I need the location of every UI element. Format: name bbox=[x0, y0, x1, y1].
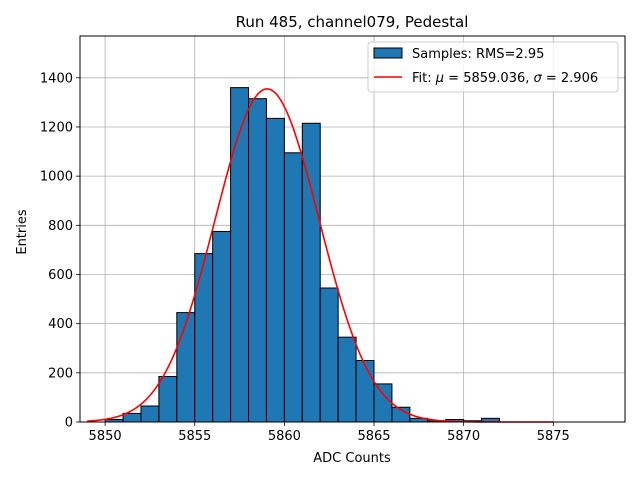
x-tick-label: 5855 bbox=[178, 429, 211, 444]
y-tick-label: 1000 bbox=[40, 170, 73, 185]
x-tick-label: 5850 bbox=[89, 429, 122, 444]
y-tick-label: 1200 bbox=[40, 120, 73, 135]
histogram-bar bbox=[140, 405, 160, 423]
fit-label-mu-symbol: μ bbox=[435, 71, 444, 86]
legend-swatch-samples bbox=[373, 47, 403, 59]
y-tick-label: 200 bbox=[48, 366, 73, 381]
fit-label-mu-value: = 5859.036, bbox=[444, 71, 533, 86]
x-tick-label: 5860 bbox=[268, 429, 301, 444]
legend-label-samples: Samples: RMS=2.95 bbox=[412, 47, 544, 62]
histogram-bar bbox=[265, 117, 285, 423]
x-axis-label: ADC Counts bbox=[313, 451, 391, 466]
plot-area-frame bbox=[79, 35, 626, 423]
histogram-bars bbox=[104, 87, 501, 423]
fit-label-prefix: Fit: bbox=[412, 71, 436, 86]
fit-label-sigma-symbol: σ bbox=[534, 71, 543, 86]
y-axis-ticks: 0 200 400 600 800 1000 1200 1400 bbox=[40, 71, 80, 431]
histogram-bar bbox=[373, 383, 393, 423]
y-tick-label: 400 bbox=[48, 317, 73, 332]
legend-label-fit: Fit: μ = 5859.036, σ = 2.906 bbox=[412, 71, 598, 86]
x-tick-label: 5870 bbox=[447, 429, 480, 444]
y-tick-label: 0 bbox=[65, 416, 73, 431]
x-axis-ticks: 5850 5855 5860 5865 5870 5875 bbox=[89, 422, 570, 444]
histogram-bar bbox=[319, 287, 339, 423]
y-tick-label: 800 bbox=[48, 219, 73, 234]
histogram-bar bbox=[230, 87, 250, 423]
histogram-bar bbox=[337, 336, 357, 423]
histogram-bar bbox=[158, 376, 178, 423]
histogram-bar bbox=[248, 98, 267, 423]
histogram-bar bbox=[355, 360, 375, 423]
legend: Samples: RMS=2.95 Fit: μ = 5859.036, σ =… bbox=[367, 41, 619, 93]
y-axis-label: Entries bbox=[15, 209, 30, 255]
histogram-bar bbox=[176, 312, 196, 423]
legend-box bbox=[367, 41, 619, 93]
x-tick-label: 5865 bbox=[357, 429, 390, 444]
y-tick-label: 600 bbox=[48, 268, 73, 283]
histogram-bar bbox=[283, 152, 303, 423]
histogram-bar bbox=[194, 253, 214, 423]
y-tick-label: 1400 bbox=[40, 71, 73, 86]
fit-label-sigma-value: = 2.906 bbox=[542, 71, 598, 86]
histogram-bar bbox=[212, 230, 232, 423]
x-tick-label: 5875 bbox=[537, 429, 570, 444]
histogram-bar bbox=[122, 412, 142, 423]
chart-title: Run 485, channel079, Pedestal bbox=[236, 13, 469, 31]
